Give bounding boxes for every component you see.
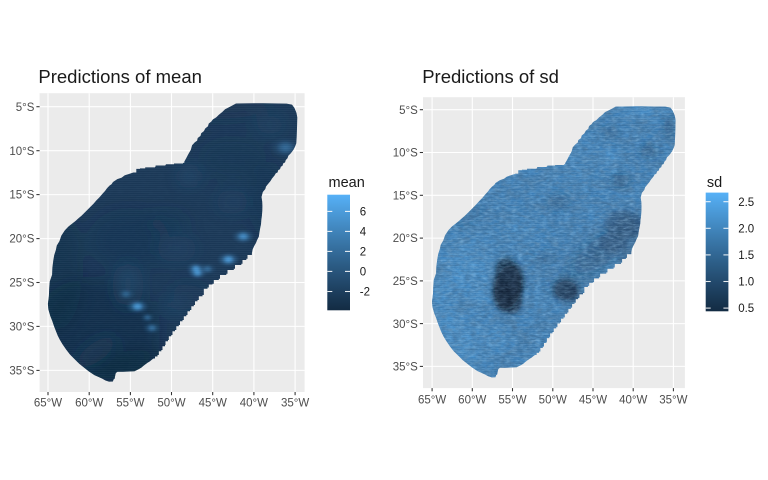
svg-text:65°W: 65°W (34, 398, 62, 410)
svg-text:30°S: 30°S (9, 322, 34, 334)
svg-text:25°S: 25°S (393, 276, 418, 288)
svg-text:65°W: 65°W (418, 395, 446, 407)
svg-text:-2: -2 (360, 287, 370, 299)
svg-text:sd: sd (707, 175, 722, 191)
svg-text:6: 6 (360, 207, 366, 219)
svg-text:5°S: 5°S (16, 102, 35, 114)
svg-text:2.5: 2.5 (738, 197, 754, 209)
svg-text:10°S: 10°S (9, 146, 34, 158)
svg-text:0.5: 0.5 (738, 303, 754, 315)
svg-text:20°S: 20°S (9, 234, 34, 246)
svg-text:5°S: 5°S (399, 105, 418, 117)
svg-text:50°W: 50°W (157, 398, 185, 410)
svg-text:35°W: 35°W (659, 395, 687, 407)
svg-text:10°S: 10°S (393, 148, 418, 160)
svg-text:0: 0 (360, 267, 366, 279)
svg-text:55°W: 55°W (498, 395, 526, 407)
svg-text:45°W: 45°W (579, 395, 607, 407)
svg-text:1.5: 1.5 (738, 250, 754, 262)
svg-text:35°S: 35°S (9, 366, 34, 378)
svg-text:30°S: 30°S (393, 319, 418, 331)
svg-text:2: 2 (360, 247, 366, 259)
svg-text:Predictions of sd: Predictions of sd (422, 66, 559, 87)
svg-text:15°S: 15°S (9, 190, 34, 202)
svg-text:Predictions of mean: Predictions of mean (38, 66, 202, 87)
svg-text:25°S: 25°S (9, 278, 34, 290)
svg-text:20°S: 20°S (393, 233, 418, 245)
svg-text:1.0: 1.0 (738, 277, 754, 289)
svg-text:45°W: 45°W (199, 398, 227, 410)
svg-text:35°W: 35°W (281, 398, 309, 410)
svg-text:50°W: 50°W (539, 395, 567, 407)
svg-text:60°W: 60°W (75, 398, 103, 410)
svg-text:2.0: 2.0 (738, 223, 754, 235)
svg-text:4: 4 (360, 227, 367, 239)
svg-text:60°W: 60°W (458, 395, 486, 407)
svg-text:40°W: 40°W (240, 398, 268, 410)
svg-text:15°S: 15°S (393, 190, 418, 202)
svg-text:35°S: 35°S (393, 362, 418, 374)
svg-text:40°W: 40°W (619, 395, 647, 407)
svg-text:55°W: 55°W (116, 398, 144, 410)
svg-text:mean: mean (329, 175, 365, 191)
